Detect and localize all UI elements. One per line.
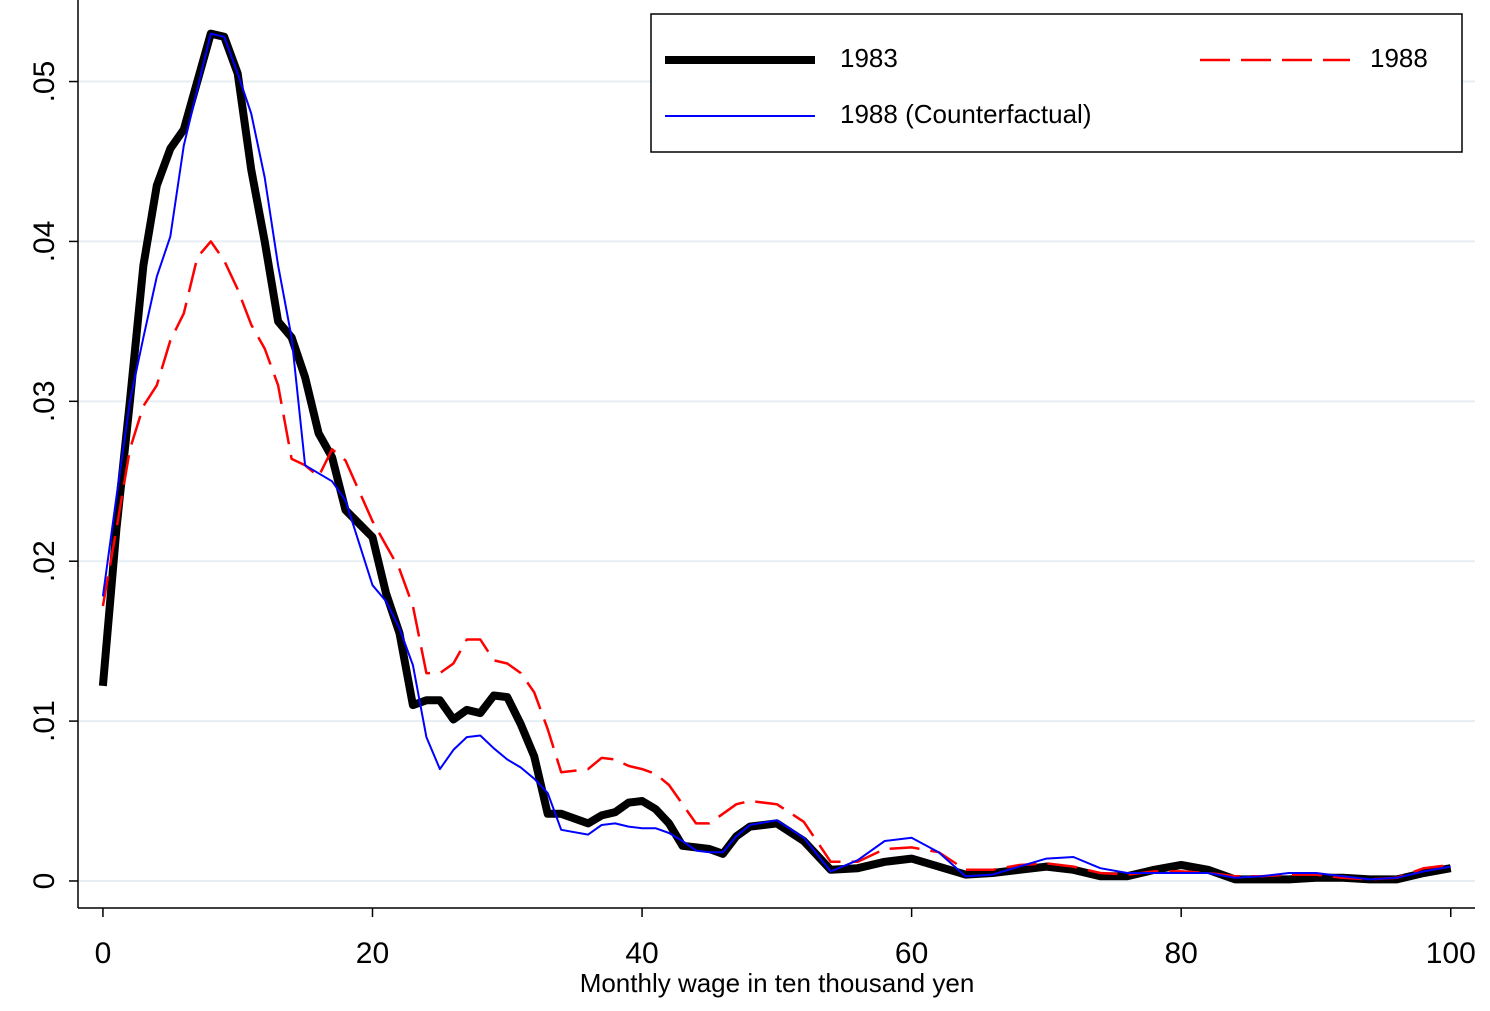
y-tick-label: 0	[28, 873, 61, 890]
series-line	[101, 240, 1451, 881]
y-tick-label: .05	[28, 61, 61, 103]
legend-label: 1988	[1370, 43, 1428, 73]
y-tick-label: .04	[28, 221, 61, 263]
x-tick-label: 20	[356, 937, 389, 970]
x-axis-label: Monthly wage in ten thousand yen	[580, 968, 975, 998]
series-line	[98, 29, 1452, 884]
legend-box	[650, 13, 1463, 153]
y-tick-label: .03	[28, 380, 61, 422]
x-tick-label: 40	[625, 937, 658, 970]
x-tick-label: 80	[1164, 937, 1197, 970]
legend-label: 1988 (Counterfactual)	[840, 99, 1091, 129]
y-tick-label: .02	[28, 540, 61, 582]
x-tick-label: 100	[1426, 937, 1476, 970]
legend: 1983 1988 1988 (Counterfactual)	[650, 13, 1463, 153]
legend-label: 1983	[840, 43, 898, 73]
x-tick-label: 0	[95, 937, 112, 970]
series-line	[101, 32, 1451, 881]
x-tick-label: 60	[895, 937, 928, 970]
y-tick-label: .01	[28, 700, 61, 742]
